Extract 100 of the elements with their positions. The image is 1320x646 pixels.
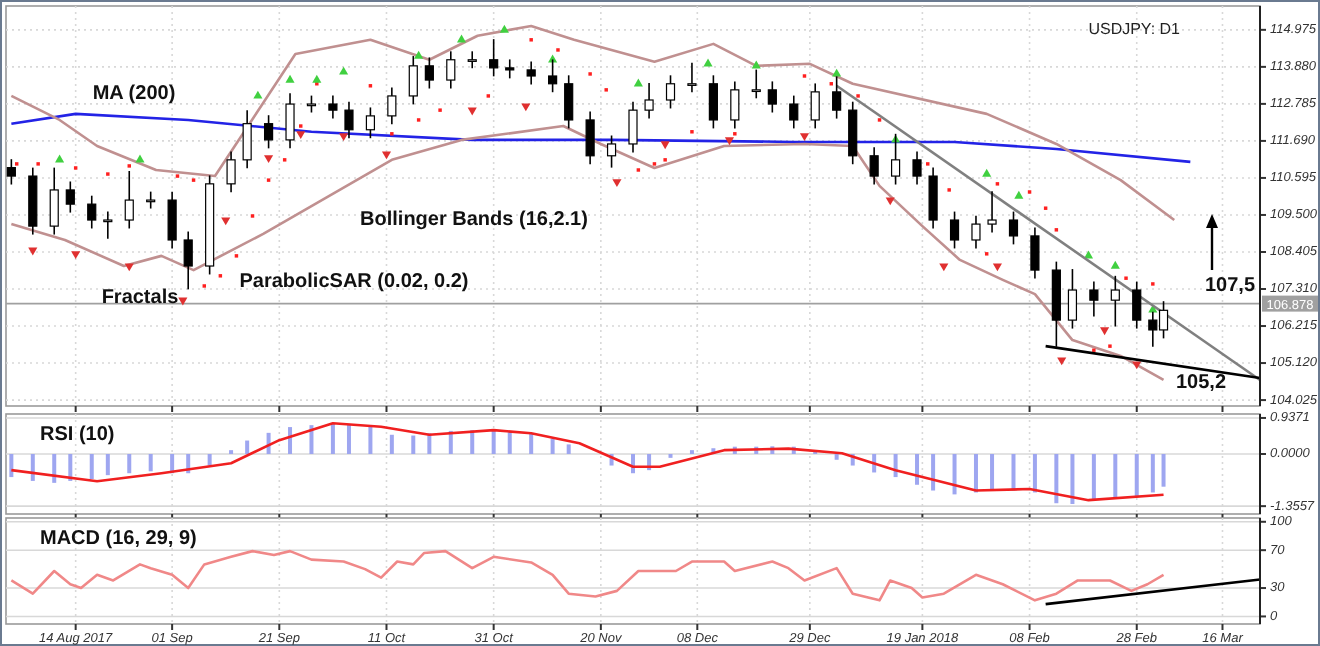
point xyxy=(521,103,531,112)
bar xyxy=(9,454,14,478)
bar xyxy=(52,454,57,483)
candlestick xyxy=(489,38,499,78)
line-series xyxy=(10,421,1165,502)
point xyxy=(992,263,1002,272)
point xyxy=(982,168,992,177)
bar xyxy=(931,454,936,491)
bar xyxy=(491,430,496,454)
bar xyxy=(915,454,920,485)
bar xyxy=(389,434,394,454)
point xyxy=(414,50,424,59)
candlestick xyxy=(708,74,718,130)
point xyxy=(724,137,735,146)
bar xyxy=(990,454,995,491)
text: MACD (16, 29, 9) xyxy=(40,528,197,550)
point xyxy=(296,131,306,140)
annotation: ParabolicSAR (0.02, 0.2) xyxy=(239,271,469,294)
bar xyxy=(550,438,555,454)
candlestick xyxy=(467,50,477,70)
candlestick xyxy=(687,62,697,94)
point xyxy=(285,74,295,83)
candlestick xyxy=(628,100,638,154)
bar xyxy=(507,430,512,454)
annotation: 105,2 xyxy=(1176,371,1227,394)
candlestick xyxy=(183,230,193,291)
candlestick xyxy=(1110,275,1120,328)
point xyxy=(221,217,231,226)
point xyxy=(124,263,134,272)
point xyxy=(832,68,842,77)
candlestick xyxy=(730,80,740,130)
point xyxy=(71,251,81,260)
candlestick xyxy=(505,58,515,80)
point xyxy=(633,78,643,87)
point xyxy=(264,155,274,164)
candlestick xyxy=(285,92,295,150)
bar xyxy=(529,433,534,454)
candlestick xyxy=(242,109,252,170)
bar xyxy=(834,454,839,460)
bar xyxy=(68,454,73,481)
point xyxy=(312,74,322,83)
candlestick xyxy=(526,60,536,86)
bar xyxy=(1032,454,1037,493)
bar xyxy=(411,435,416,454)
candlestick xyxy=(848,100,858,166)
candlestick xyxy=(971,214,981,250)
candlestick xyxy=(87,194,97,230)
candlestick xyxy=(1008,210,1019,246)
candlestick xyxy=(1067,268,1078,330)
candlestick xyxy=(606,134,617,169)
candlestick xyxy=(789,94,799,130)
bar xyxy=(207,454,212,466)
point xyxy=(253,90,263,99)
bar xyxy=(1113,454,1118,499)
candlestick xyxy=(408,55,418,106)
bar xyxy=(245,440,250,454)
bar xyxy=(346,424,351,454)
annotation: Fractals xyxy=(101,287,180,310)
candlestick xyxy=(103,210,113,240)
candlestick xyxy=(263,114,274,150)
bar xyxy=(952,454,957,495)
point xyxy=(339,66,349,75)
bar xyxy=(1091,454,1096,501)
bar xyxy=(330,423,335,454)
candlestick xyxy=(1132,280,1142,330)
candlestick xyxy=(65,180,75,214)
candlestick xyxy=(767,80,777,114)
point xyxy=(1100,327,1110,336)
candlestick xyxy=(564,74,574,130)
candlestick xyxy=(124,170,134,230)
annotation: MA (200) xyxy=(92,83,176,106)
candlestick xyxy=(987,190,997,234)
point xyxy=(456,34,467,43)
bar xyxy=(148,454,153,472)
point xyxy=(1057,357,1067,366)
candlestick xyxy=(424,56,434,90)
text: USDJPY: D1 xyxy=(1088,20,1182,38)
candlestick xyxy=(810,82,820,130)
point xyxy=(339,133,349,142)
annotation: Bollinger Bands (16,2.1) xyxy=(360,209,588,232)
candlestick xyxy=(751,68,761,100)
candlestick xyxy=(328,94,338,120)
line-series xyxy=(10,549,1165,602)
candlestick xyxy=(6,158,16,186)
candlestick xyxy=(869,146,879,186)
bar xyxy=(30,454,35,481)
point xyxy=(499,24,509,33)
bar xyxy=(1134,454,1139,497)
candlestick xyxy=(446,50,456,90)
candlestick xyxy=(387,86,397,126)
candlestick xyxy=(585,110,595,166)
text: RSI (10) xyxy=(40,424,115,446)
annotation: 107,5 xyxy=(1204,275,1256,298)
candlestick xyxy=(890,133,901,186)
candlestick xyxy=(548,58,558,94)
bar xyxy=(368,426,373,454)
candlestick xyxy=(49,166,59,236)
point xyxy=(381,151,392,160)
point xyxy=(612,179,622,188)
candlestick xyxy=(644,82,654,120)
